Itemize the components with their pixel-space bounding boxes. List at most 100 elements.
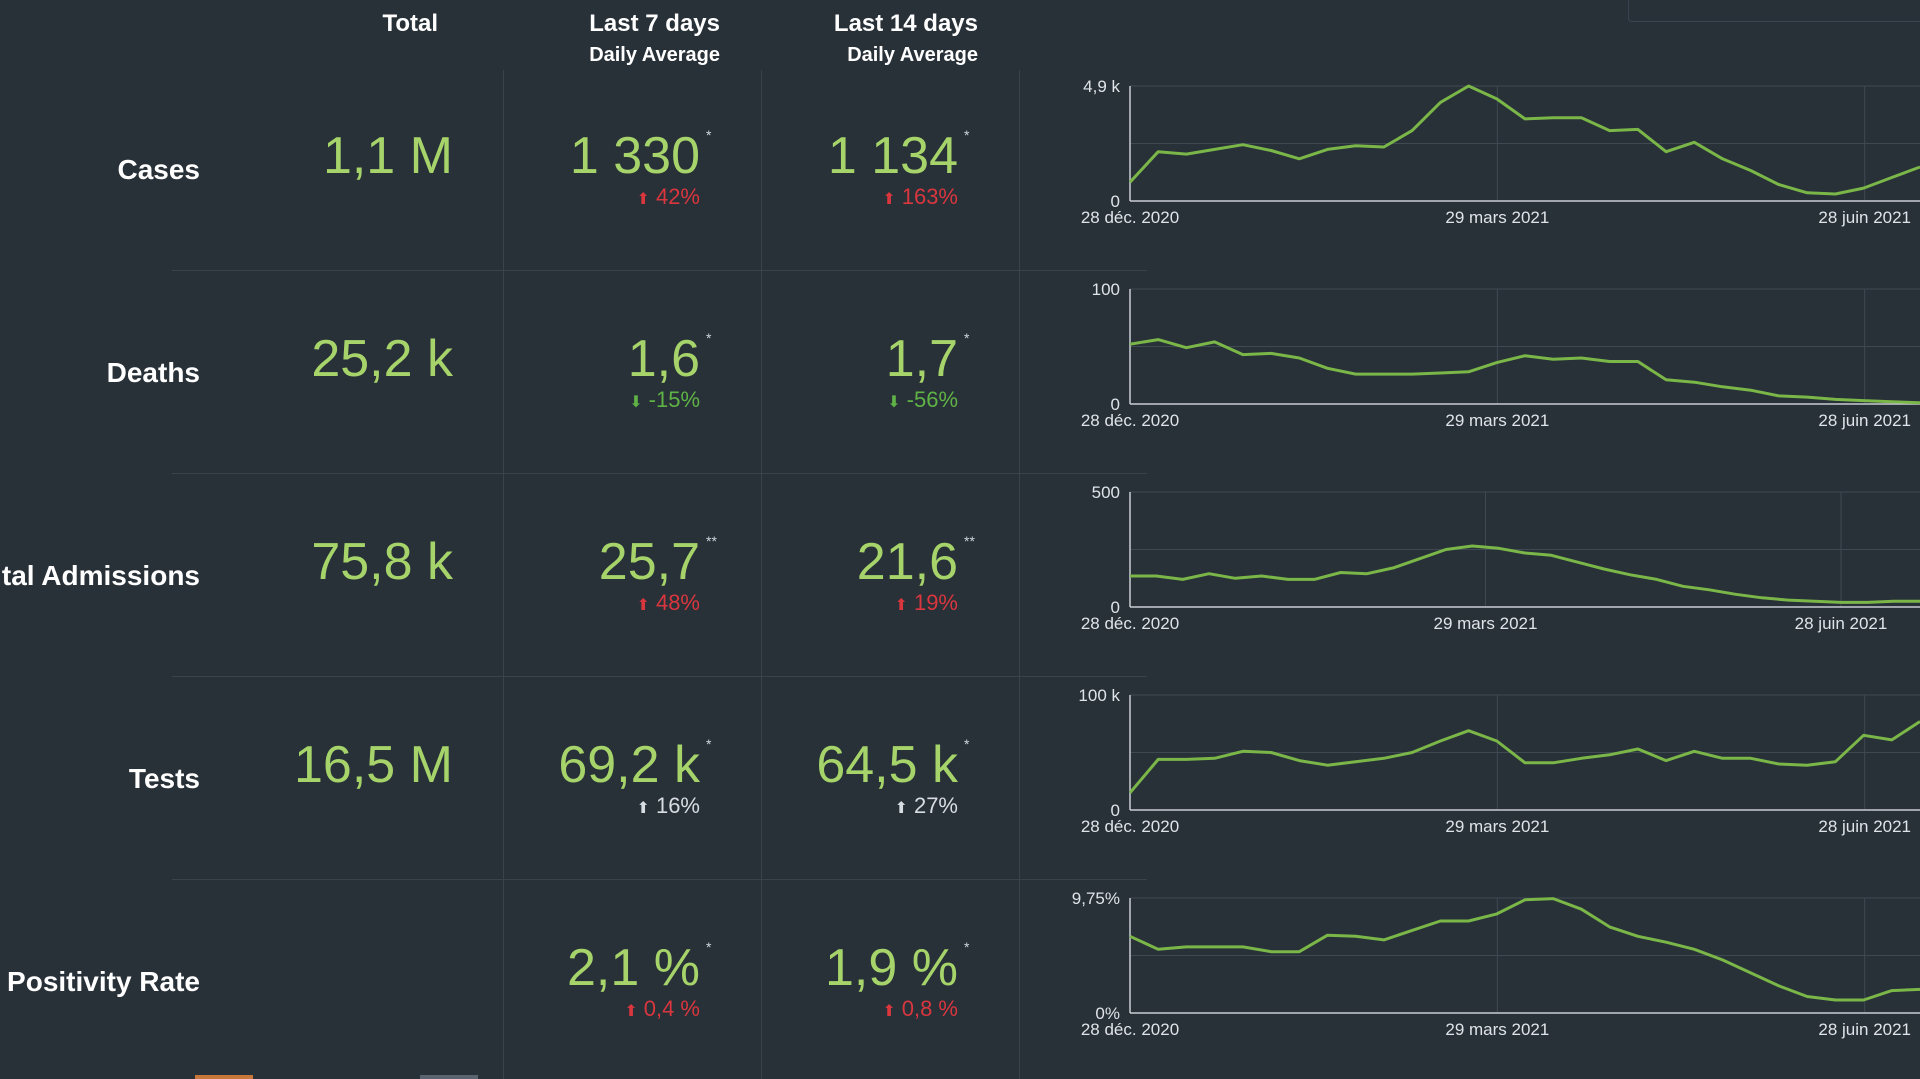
avg7-value: 25,7 <box>598 533 700 591</box>
header-last14: Last 14 days <box>833 10 978 37</box>
chg14-text: 0,8 % <box>901 996 958 1021</box>
x-tick-label: 28 juin 2021 <box>1818 817 1911 836</box>
header-last14-sub: Daily Average <box>847 44 978 66</box>
x-tick-label: 28 juin 2021 <box>1818 1020 1911 1039</box>
x-tick-label: 29 mars 2021 <box>1434 614 1538 633</box>
avg7-value: 1,6 <box>627 330 700 388</box>
chg7: ⬆ 42% <box>637 186 700 208</box>
column-divider <box>761 70 762 1079</box>
chg7-text: -15% <box>648 387 700 412</box>
series-line <box>1129 338 1920 405</box>
avg7-value: 1 330 <box>569 127 700 185</box>
chg14-text: -56% <box>906 387 958 412</box>
chg7: ⬆ 16% <box>637 795 700 817</box>
avg14-value: 1,7 <box>885 330 958 388</box>
header-last7-sub: Daily Average <box>589 44 720 66</box>
chg7-text: 42% <box>655 184 700 209</box>
x-tick-label: 29 mars 2021 <box>1445 208 1549 227</box>
total-value: 1,1 M <box>322 127 453 185</box>
y-min-label: 0% <box>1095 1004 1120 1023</box>
arrow-up-icon: ⬆ <box>894 597 908 614</box>
row-label: Positivity Rate <box>7 966 200 997</box>
y-min-label: 0 <box>1111 395 1120 414</box>
avg14-footnote-mark: * <box>964 736 970 752</box>
avg14-footnote-mark: ** <box>964 533 975 549</box>
row-divider <box>172 270 1147 271</box>
series-line <box>1128 84 1920 196</box>
x-tick-label: 28 juin 2021 <box>1818 411 1911 430</box>
row-divider <box>172 676 1147 677</box>
y-max-label: 4,9 k <box>1083 77 1120 96</box>
y-min-label: 0 <box>1111 598 1120 617</box>
avg14-footnote-mark: * <box>964 939 970 955</box>
header-total: Total <box>382 10 438 37</box>
arrow-down-icon: ⬇ <box>887 394 901 411</box>
row-divider <box>172 473 1147 474</box>
series-line <box>1130 544 1920 604</box>
chg14: ⬆ 27% <box>895 795 958 817</box>
avg7-footnote-mark: * <box>706 330 712 346</box>
hospital-admissions-sparkline: 500 028 déc. 2020 29 mars 2021 28 juin 2021 <box>1081 483 1920 633</box>
x-tick-label: 28 juin 2021 <box>1818 208 1911 227</box>
chg7: ⬇ -15% <box>629 389 700 411</box>
chg7: ⬆ 48% <box>637 592 700 614</box>
x-tick-label: 29 mars 2021 <box>1445 817 1549 836</box>
avg14-value: 21,6 <box>856 533 958 591</box>
bottom-accent <box>195 1075 253 1079</box>
avg14-value: 1,9 % <box>825 939 958 997</box>
series-line <box>1128 720 1920 794</box>
x-tick-label: 28 déc. 2020 <box>1081 1020 1179 1039</box>
bottom-accent <box>420 1075 478 1079</box>
series-line <box>1129 897 1920 1002</box>
row-label: Tests <box>128 763 200 794</box>
top-right-control[interactable] <box>1628 0 1920 22</box>
arrow-up-icon: ⬆ <box>636 597 650 614</box>
metric-row-cases: Cases 1,1 M 1 330 * ⬆ 42% 1 134 * ⬆ 163% 4… <box>0 60 1920 263</box>
chg14-text: 27% <box>913 793 958 818</box>
column-divider <box>503 70 504 1079</box>
y-max-label: 9,75% <box>1072 889 1120 908</box>
avg7-footnote-mark: * <box>706 939 712 955</box>
chg14: ⬆ 19% <box>895 592 958 614</box>
chg14: ⬇ -56% <box>887 389 958 411</box>
total-value: 75,8 k <box>311 533 453 591</box>
avg14-footnote-mark: * <box>964 127 970 143</box>
total-value: 25,2 k <box>311 330 453 388</box>
cases-sparkline: 4,9 k 028 déc. 2020 29 mars 2021 28 juin 20… <box>1081 77 1920 227</box>
chg7-text: 0,4 % <box>643 996 700 1021</box>
y-min-label: 0 <box>1111 192 1120 211</box>
arrow-up-icon: ⬆ <box>636 800 650 817</box>
row-divider <box>172 879 1147 880</box>
x-tick-label: 28 déc. 2020 <box>1081 411 1179 430</box>
chg14: ⬆ 163% <box>882 186 958 208</box>
metric-row-deaths: Deaths 25,2 k 1,6 * ⬇ -15% 1,7 * ⬇ -56% 10… <box>0 263 1920 466</box>
column-divider <box>1019 70 1020 1079</box>
header-last7: Last 7 days <box>589 10 720 37</box>
metric-row-tests: Tests 16,5 M 69,2 k * ⬆ 16% 64,5 k * ⬆ 27%… <box>0 669 1920 872</box>
arrow-up-icon: ⬆ <box>636 191 650 208</box>
x-tick-label: 28 juin 2021 <box>1795 614 1888 633</box>
arrow-down-icon: ⬇ <box>629 394 643 411</box>
x-tick-label: 28 déc. 2020 <box>1081 208 1179 227</box>
row-label: Deaths <box>106 357 200 388</box>
x-tick-label: 28 déc. 2020 <box>1081 614 1179 633</box>
row-label: Hospital Admissions <box>0 560 200 591</box>
chg14: ⬆ 0,8 % <box>882 998 958 1020</box>
chg7-text: 16% <box>655 793 700 818</box>
avg14-value: 1 134 <box>827 127 958 185</box>
arrow-up-icon: ⬆ <box>882 191 896 208</box>
chg7: ⬆ 0,4 % <box>624 998 700 1020</box>
x-tick-label: 29 mars 2021 <box>1445 1020 1549 1039</box>
deaths-sparkline: 100 028 déc. 2020 29 mars 2021 28 juin 2021 <box>1081 280 1920 430</box>
metric-row-hospital-admissions: Hospital Admissions 75,8 k 25,7 ** ⬆48% … <box>0 466 1920 669</box>
row-label: Cases <box>117 154 200 185</box>
metric-row-positivity-rate: Positivity Rate 2,1 % * ⬆ 0,4 % 1,9 % * ⬆… <box>0 872 1920 1075</box>
y-min-label: 0 <box>1111 801 1120 820</box>
chg14-text: 163% <box>901 184 958 209</box>
avg7-value: 69,2 k <box>558 736 700 794</box>
chg7-text: 48% <box>655 590 700 615</box>
positivity-rate-sparkline: 9,75% 0%28 déc. 2020 29 mars 2021 28 juin 2… <box>1072 889 1920 1039</box>
y-max-label: 100 <box>1092 280 1120 299</box>
arrow-up-icon: ⬆ <box>624 1003 638 1020</box>
y-max-label: 500 <box>1092 483 1120 502</box>
